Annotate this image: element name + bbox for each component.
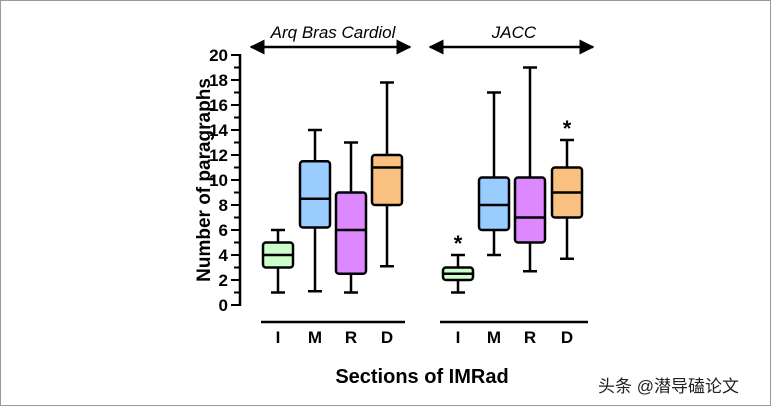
y-tick-label: 16 bbox=[209, 96, 228, 115]
y-tick-label: 6 bbox=[219, 221, 228, 240]
box-R bbox=[334, 191, 368, 275]
y-tick-label: 10 bbox=[209, 171, 228, 190]
category-label: I bbox=[456, 328, 461, 347]
watermark-text: 头条 @潜导磕论文 bbox=[598, 377, 739, 396]
y-tick-label: 18 bbox=[209, 71, 228, 90]
y-tick-label: 0 bbox=[219, 296, 228, 315]
category-label: I bbox=[276, 328, 281, 347]
box-M bbox=[298, 160, 332, 229]
box-D bbox=[370, 153, 404, 207]
x-axis-title: Sections of IMRad bbox=[335, 366, 508, 388]
y-tick-label: 2 bbox=[219, 271, 228, 290]
group-title: JACC bbox=[491, 23, 537, 42]
y-tick-label: 14 bbox=[209, 121, 228, 140]
category-label: D bbox=[561, 328, 573, 347]
category-label: M bbox=[487, 328, 501, 347]
significance-marker: * bbox=[563, 116, 572, 141]
y-tick-label: 4 bbox=[219, 246, 229, 265]
category-label: D bbox=[381, 328, 393, 347]
y-tick-label: 8 bbox=[219, 196, 228, 215]
category-label: R bbox=[345, 328, 357, 347]
y-tick-label: 20 bbox=[209, 46, 228, 65]
y-axis-title: Number of paragraphs bbox=[194, 78, 215, 282]
box-R bbox=[513, 176, 547, 244]
significance-marker: * bbox=[454, 231, 463, 256]
category-label: R bbox=[524, 328, 536, 347]
group-title: Arq Bras Cardiol bbox=[270, 23, 397, 42]
y-tick-label: 12 bbox=[209, 146, 228, 165]
category-label: M bbox=[308, 328, 322, 347]
